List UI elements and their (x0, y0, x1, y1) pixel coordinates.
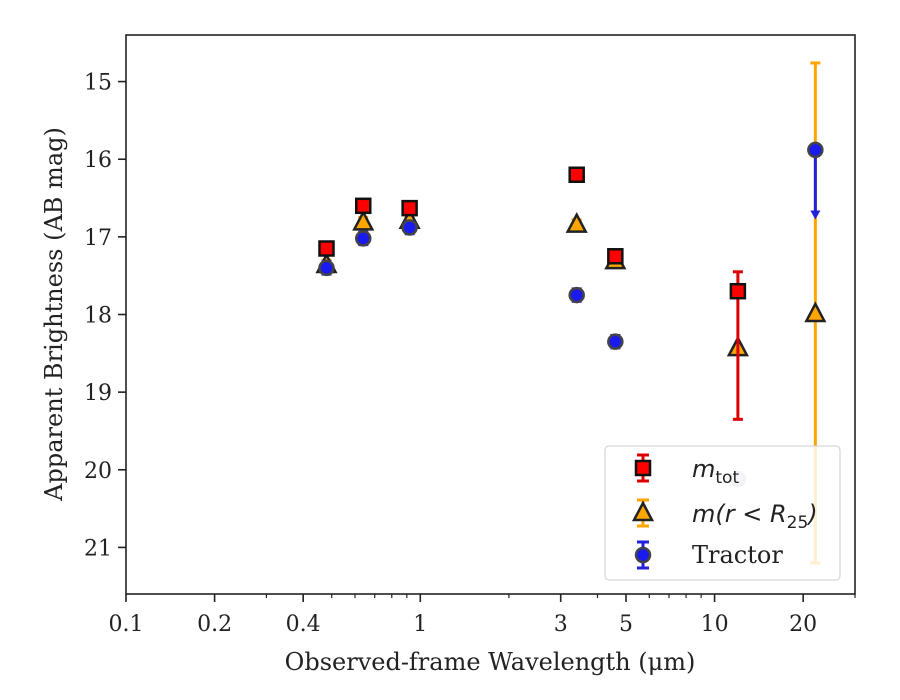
y-axis: 15 16 17 18 19 20 21 (84, 71, 126, 561)
point-tractor (607, 333, 624, 350)
y-tick-label: 19 (84, 381, 112, 406)
legend-entry-m-r25: m(r < R25) (631, 498, 818, 533)
x-axis: 0.1 0.2 0.4 1 3 5 10 20 (109, 594, 856, 637)
point-m-r25 (804, 301, 827, 323)
legend: mtot m(r < R25) Tractor (604, 445, 841, 581)
x-tick-label: 5 (619, 612, 633, 637)
y-tick-label: 18 (84, 304, 112, 329)
point-mtot (568, 166, 585, 183)
y-tick-label: 20 (84, 459, 112, 484)
legend-label-m-r25: m(r < R25) (692, 500, 818, 533)
x-tick-label: 20 (789, 612, 817, 637)
y-tick-label: 21 (84, 536, 112, 561)
point-mtot (401, 199, 418, 217)
legend-marker-triangle (631, 500, 655, 522)
upper-limit-arrowhead (810, 210, 821, 220)
x-tick-label: 10 (701, 612, 729, 637)
legend-marker-square (634, 459, 652, 477)
y-tick-label: 16 (84, 148, 112, 173)
x-tick-label: 0.1 (109, 612, 144, 637)
x-tick-label: 1 (413, 612, 427, 637)
y-tick-label: 17 (84, 226, 112, 251)
point-mtot (318, 240, 335, 257)
point-tractor (807, 141, 824, 159)
legend-box (604, 445, 841, 581)
legend-marker-circle (634, 546, 652, 564)
point-m-r25 (352, 209, 375, 231)
point-m-r25 (565, 211, 588, 233)
x-tick-label: 3 (554, 612, 568, 637)
y-tick-label: 15 (84, 71, 112, 96)
x-axis-title: Observed-frame Wavelength (μm) (285, 648, 696, 676)
point-tractor (318, 259, 335, 277)
x-tick-label: 0.4 (286, 612, 321, 637)
legend-label-tractor: Tractor (692, 541, 783, 569)
legend-entry-tractor: Tractor (634, 540, 783, 570)
x-tick-label: 0.2 (197, 612, 232, 637)
point-mtot (729, 282, 747, 300)
y-axis-title: Apparent Brightness (AB mag) (40, 127, 68, 502)
point-tractor (401, 219, 418, 236)
point-mtot (607, 248, 624, 265)
point-tractor (568, 286, 585, 304)
point-tractor (355, 230, 372, 247)
point-mtot (355, 197, 372, 215)
